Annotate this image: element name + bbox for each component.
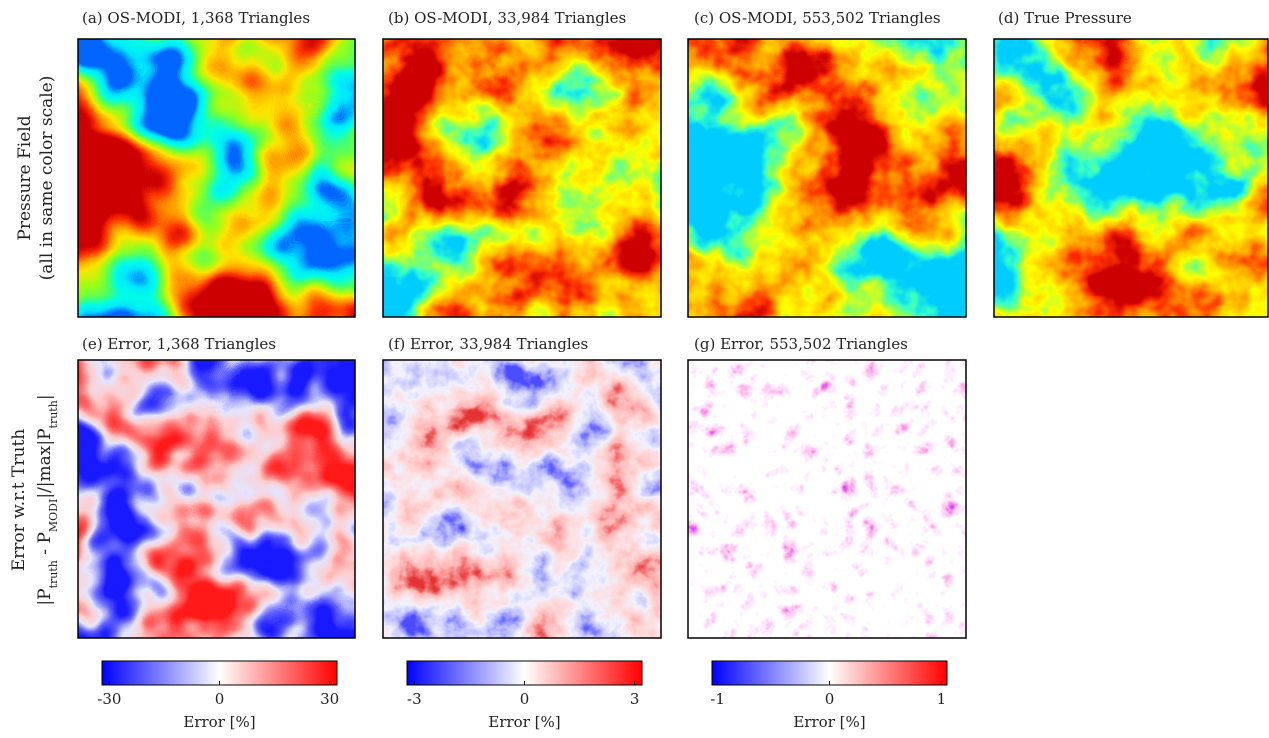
colorbar-tick-label: 3 [630,690,640,708]
panel-frame [687,38,967,318]
colorbar-tick-label: 0 [825,690,835,708]
pressure-field-image [77,38,356,318]
pressure-field-image [383,39,661,317]
formula-subscript: truth [47,400,60,428]
colorbar-label: Error [%] [793,713,865,731]
panel-frame [77,38,356,318]
panel-title: (b) OS-MODI, 33,984 Triangles [388,9,626,27]
row-formula: |Ptruth - PMODI|/|max|Ptruth| [35,394,60,605]
row-label: Error w.r.t Truth [9,429,29,572]
formula-text: |/|max|P [35,428,55,498]
formula-text: | [35,394,55,400]
row-label: Pressure Field [15,115,35,240]
colorbar-tick-label: 0 [520,690,530,708]
panel-title: (c) OS-MODI, 553,502 Triangles [694,9,941,27]
formula-text: - P [35,532,55,560]
row-label: (all in same color scale) [37,76,57,281]
colorbar-tick-label: 0 [215,690,225,708]
colorbar-tick-label: 30 [320,690,339,708]
panel-frame [687,359,967,639]
colorbar-label: Error [%] [183,713,255,731]
panel-frame [77,359,356,639]
panel-title: (f) Error, 33,984 Triangles [388,335,588,353]
error-field-image [688,360,966,638]
formula-text: |P [35,588,55,605]
pressure-field-image [994,39,1268,317]
colorbar-tick-label: -30 [97,690,121,708]
formula-subscript: truth [47,560,60,588]
panel-frame [382,359,662,639]
panel-title: (g) Error, 553,502 Triangles [694,335,908,353]
panel-title: (e) Error, 1,368 Triangles [82,335,276,353]
panel-frame [382,38,662,318]
colorbar-tick-label: 1 [937,690,947,708]
formula-subscript: MODI [47,499,60,532]
colorbar-label: Error [%] [488,713,560,731]
error-field-image [78,360,355,638]
panel-title: (d) True Pressure [998,9,1132,27]
colorbar-tick-label: -3 [407,690,422,708]
panel-frame [993,38,1269,318]
pressure-field-image [688,39,966,317]
panel-title: (a) OS-MODI, 1,368 Triangles [82,9,310,27]
error-field-image [383,360,661,638]
colorbar-tick-label: -1 [710,690,725,708]
